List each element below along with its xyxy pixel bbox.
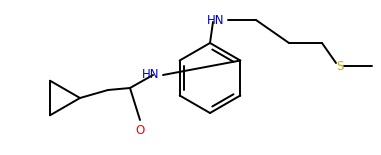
Text: O: O bbox=[135, 124, 145, 137]
Text: HN: HN bbox=[141, 69, 159, 82]
Text: HN: HN bbox=[207, 13, 224, 27]
Text: S: S bbox=[336, 60, 344, 73]
